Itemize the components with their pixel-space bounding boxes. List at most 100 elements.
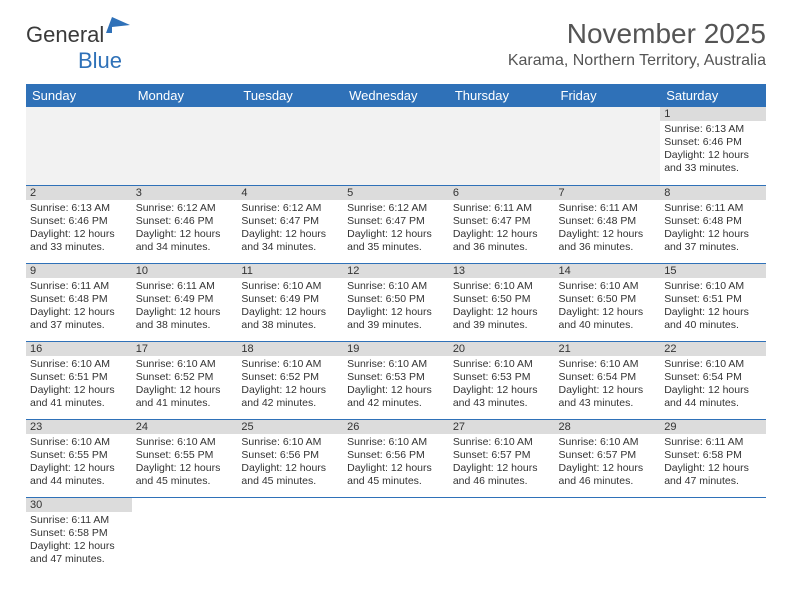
day-number: 4 [237,186,343,200]
calendar-cell [449,497,555,575]
day-number: 9 [26,264,132,278]
day-number: 8 [660,186,766,200]
day-details: Sunrise: 6:10 AMSunset: 6:51 PMDaylight:… [660,278,766,337]
day-details: Sunrise: 6:11 AMSunset: 6:58 PMDaylight:… [26,512,132,571]
day-details: Sunrise: 6:10 AMSunset: 6:56 PMDaylight:… [237,434,343,493]
day-details: Sunrise: 6:11 AMSunset: 6:48 PMDaylight:… [26,278,132,337]
calendar-cell: 16Sunrise: 6:10 AMSunset: 6:51 PMDayligh… [26,341,132,419]
calendar-cell: 21Sunrise: 6:10 AMSunset: 6:54 PMDayligh… [555,341,661,419]
day-details: Sunrise: 6:12 AMSunset: 6:46 PMDaylight:… [132,200,238,259]
day-details: Sunrise: 6:10 AMSunset: 6:50 PMDaylight:… [555,278,661,337]
calendar-cell: 8Sunrise: 6:11 AMSunset: 6:48 PMDaylight… [660,185,766,263]
weekday-header: Monday [132,84,238,107]
day-details: Sunrise: 6:10 AMSunset: 6:54 PMDaylight:… [555,356,661,415]
calendar-cell: 24Sunrise: 6:10 AMSunset: 6:55 PMDayligh… [132,419,238,497]
weekday-header: Wednesday [343,84,449,107]
day-details: Sunrise: 6:13 AMSunset: 6:46 PMDaylight:… [660,121,766,180]
weekday-header: Friday [555,84,661,107]
day-details: Sunrise: 6:11 AMSunset: 6:48 PMDaylight:… [660,200,766,259]
logo-text-dark: General [26,22,104,48]
title-block: November 2025 Karama, Northern Territory… [508,18,766,70]
weekday-header: Saturday [660,84,766,107]
day-number: 23 [26,420,132,434]
calendar-table: SundayMondayTuesdayWednesdayThursdayFrid… [26,84,766,575]
calendar-cell: 29Sunrise: 6:11 AMSunset: 6:58 PMDayligh… [660,419,766,497]
day-details: Sunrise: 6:11 AMSunset: 6:58 PMDaylight:… [660,434,766,493]
calendar-cell: 1Sunrise: 6:13 AMSunset: 6:46 PMDaylight… [660,107,766,185]
day-number: 15 [660,264,766,278]
logo: General [26,18,132,48]
day-details: Sunrise: 6:10 AMSunset: 6:55 PMDaylight:… [26,434,132,493]
day-details: Sunrise: 6:11 AMSunset: 6:48 PMDaylight:… [555,200,661,259]
weekday-header: Tuesday [237,84,343,107]
calendar-cell: 25Sunrise: 6:10 AMSunset: 6:56 PMDayligh… [237,419,343,497]
day-number: 13 [449,264,555,278]
day-details: Sunrise: 6:10 AMSunset: 6:50 PMDaylight:… [449,278,555,337]
day-number: 16 [26,342,132,356]
calendar-body: 1Sunrise: 6:13 AMSunset: 6:46 PMDaylight… [26,107,766,575]
day-details: Sunrise: 6:12 AMSunset: 6:47 PMDaylight:… [237,200,343,259]
day-details: Sunrise: 6:10 AMSunset: 6:53 PMDaylight:… [449,356,555,415]
day-number: 17 [132,342,238,356]
calendar-cell [555,497,661,575]
day-number: 29 [660,420,766,434]
day-details: Sunrise: 6:11 AMSunset: 6:47 PMDaylight:… [449,200,555,259]
calendar-cell: 9Sunrise: 6:11 AMSunset: 6:48 PMDaylight… [26,263,132,341]
calendar-cell: 30Sunrise: 6:11 AMSunset: 6:58 PMDayligh… [26,497,132,575]
title-location: Karama, Northern Territory, Australia [508,52,766,70]
calendar-cell: 3Sunrise: 6:12 AMSunset: 6:46 PMDaylight… [132,185,238,263]
calendar-cell: 22Sunrise: 6:10 AMSunset: 6:54 PMDayligh… [660,341,766,419]
day-number: 25 [237,420,343,434]
day-details: Sunrise: 6:10 AMSunset: 6:53 PMDaylight:… [343,356,449,415]
calendar-cell [343,107,449,185]
calendar-cell: 28Sunrise: 6:10 AMSunset: 6:57 PMDayligh… [555,419,661,497]
calendar-cell [660,497,766,575]
day-number: 28 [555,420,661,434]
day-details: Sunrise: 6:10 AMSunset: 6:51 PMDaylight:… [26,356,132,415]
calendar-cell [449,107,555,185]
calendar-cell: 17Sunrise: 6:10 AMSunset: 6:52 PMDayligh… [132,341,238,419]
calendar-cell [132,107,238,185]
day-number: 30 [26,498,132,512]
day-number: 6 [449,186,555,200]
title-month: November 2025 [508,18,766,50]
calendar-cell: 27Sunrise: 6:10 AMSunset: 6:57 PMDayligh… [449,419,555,497]
calendar-cell: 2Sunrise: 6:13 AMSunset: 6:46 PMDaylight… [26,185,132,263]
day-details: Sunrise: 6:10 AMSunset: 6:50 PMDaylight:… [343,278,449,337]
day-details: Sunrise: 6:10 AMSunset: 6:49 PMDaylight:… [237,278,343,337]
calendar-cell [555,107,661,185]
day-details: Sunrise: 6:12 AMSunset: 6:47 PMDaylight:… [343,200,449,259]
calendar-cell [132,497,238,575]
day-number: 18 [237,342,343,356]
day-number: 7 [555,186,661,200]
calendar-cell: 4Sunrise: 6:12 AMSunset: 6:47 PMDaylight… [237,185,343,263]
day-number: 26 [343,420,449,434]
calendar-cell: 7Sunrise: 6:11 AMSunset: 6:48 PMDaylight… [555,185,661,263]
calendar-cell: 6Sunrise: 6:11 AMSunset: 6:47 PMDaylight… [449,185,555,263]
logo-flag-icon [106,15,132,41]
calendar-cell [26,107,132,185]
day-number: 11 [237,264,343,278]
day-details: Sunrise: 6:10 AMSunset: 6:52 PMDaylight:… [132,356,238,415]
day-details: Sunrise: 6:13 AMSunset: 6:46 PMDaylight:… [26,200,132,259]
calendar-cell: 20Sunrise: 6:10 AMSunset: 6:53 PMDayligh… [449,341,555,419]
day-number: 24 [132,420,238,434]
day-number: 10 [132,264,238,278]
day-number: 22 [660,342,766,356]
weekday-header: Thursday [449,84,555,107]
day-number: 27 [449,420,555,434]
day-number: 3 [132,186,238,200]
day-number: 14 [555,264,661,278]
day-number: 20 [449,342,555,356]
calendar-header-row: SundayMondayTuesdayWednesdayThursdayFrid… [26,84,766,107]
day-details: Sunrise: 6:11 AMSunset: 6:49 PMDaylight:… [132,278,238,337]
logo-text-blue: Blue [78,48,122,73]
calendar-page: General November 2025 Karama, Northern T… [0,0,792,593]
calendar-cell: 15Sunrise: 6:10 AMSunset: 6:51 PMDayligh… [660,263,766,341]
day-number: 1 [660,107,766,121]
calendar-cell: 13Sunrise: 6:10 AMSunset: 6:50 PMDayligh… [449,263,555,341]
calendar-cell [343,497,449,575]
calendar-cell [237,497,343,575]
day-details: Sunrise: 6:10 AMSunset: 6:56 PMDaylight:… [343,434,449,493]
calendar-cell: 12Sunrise: 6:10 AMSunset: 6:50 PMDayligh… [343,263,449,341]
